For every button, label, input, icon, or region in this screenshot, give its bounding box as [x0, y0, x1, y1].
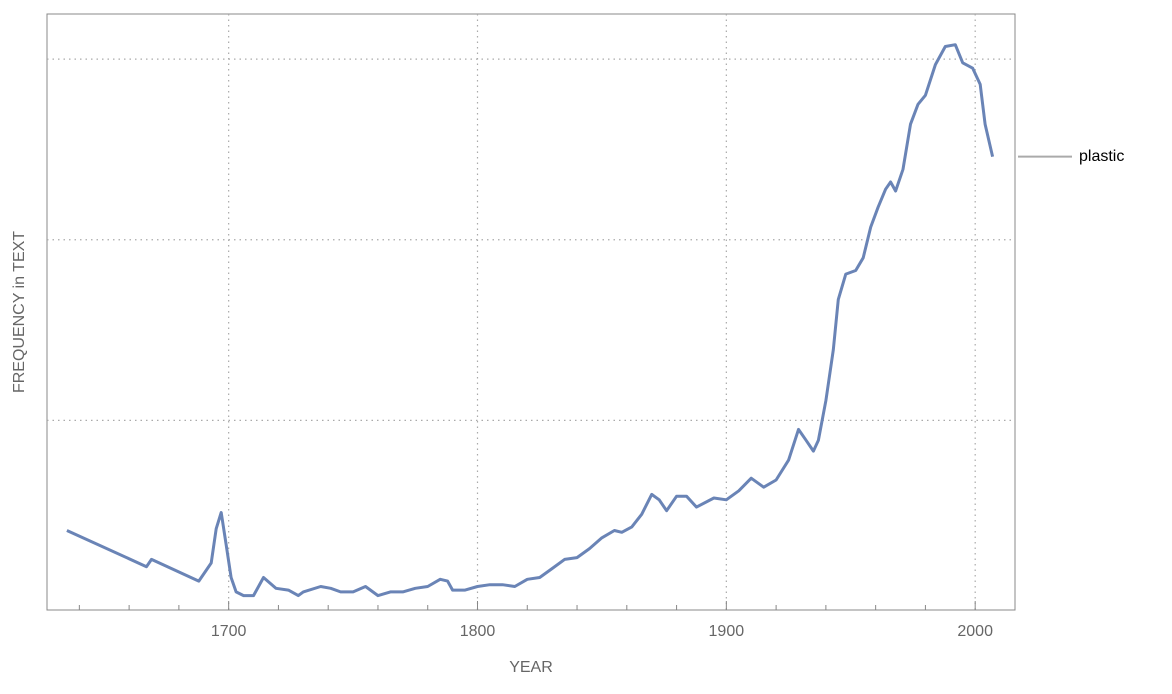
- series-line: [66, 43, 995, 598]
- plot-frame: [46, 13, 1016, 611]
- x-tick-label: 1800: [460, 623, 496, 640]
- y-axis-label: FREQUENCY in TEXT: [11, 231, 28, 393]
- x-tick-label: 1700: [211, 623, 247, 640]
- x-tick-label: 2000: [957, 623, 993, 640]
- x-axis-label: YEAR: [509, 659, 553, 676]
- series-label: plastic: [1079, 148, 1124, 165]
- x-tick-label: 1900: [709, 623, 745, 640]
